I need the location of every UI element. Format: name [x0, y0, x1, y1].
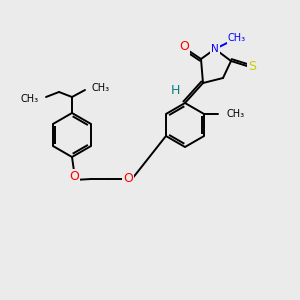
Text: CH₃: CH₃ [228, 33, 246, 43]
Text: S: S [248, 59, 256, 73]
Text: N: N [211, 44, 219, 54]
Text: CH₃: CH₃ [92, 83, 110, 93]
Text: CH₃: CH₃ [226, 109, 244, 119]
Text: O: O [179, 40, 189, 53]
Text: H: H [170, 85, 180, 98]
Text: CH₃: CH₃ [21, 94, 39, 104]
Text: O: O [69, 169, 79, 182]
Text: O: O [123, 172, 133, 185]
